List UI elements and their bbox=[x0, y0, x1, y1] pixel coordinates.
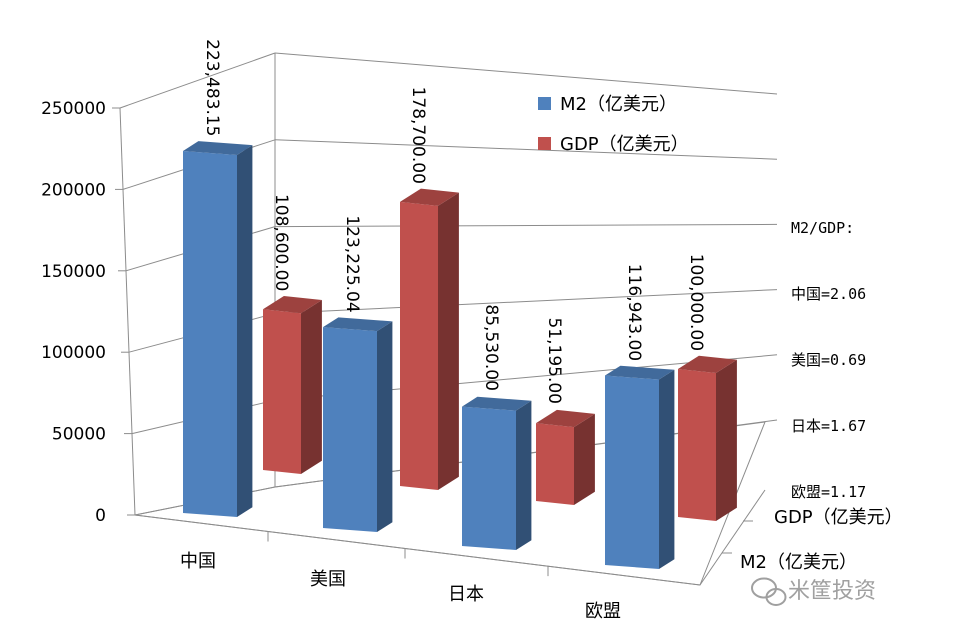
depth-axis-label: M2（亿美元） bbox=[740, 552, 857, 573]
bar-side bbox=[237, 145, 253, 518]
bar-top bbox=[183, 141, 253, 155]
legend-swatch bbox=[538, 97, 551, 110]
data-label: 51,195.00 bbox=[544, 317, 564, 404]
bar-front bbox=[462, 406, 516, 550]
gridline bbox=[274, 52, 778, 95]
wechat-icon bbox=[751, 577, 787, 606]
bar-front bbox=[605, 375, 659, 569]
bar-top bbox=[605, 365, 675, 380]
ratio-annotation-line: 日本=1.67 bbox=[791, 417, 867, 435]
gridline bbox=[274, 139, 778, 160]
ratio-annotation-title: M2/GDP: bbox=[791, 219, 855, 237]
bar-front bbox=[536, 423, 574, 505]
depth-axis-label: GDP（亿美元） bbox=[774, 507, 903, 528]
ratio-annotation-line: 中国=2.06 bbox=[791, 285, 867, 303]
bar bbox=[263, 295, 322, 474]
bar-side bbox=[659, 369, 675, 569]
y-tick-label: 150000 bbox=[41, 262, 106, 282]
y-tick-label: 0 bbox=[95, 506, 106, 526]
gridline bbox=[274, 223, 778, 228]
bar bbox=[462, 396, 532, 550]
gridline bbox=[119, 52, 276, 109]
y-tick-label: 250000 bbox=[41, 99, 106, 119]
bar-top bbox=[400, 188, 459, 206]
bar-front bbox=[183, 150, 237, 518]
watermark: 米筐投资 bbox=[751, 577, 876, 606]
wechat-bubble bbox=[751, 577, 777, 599]
bar-front bbox=[323, 327, 377, 532]
y-tick-label: 200000 bbox=[41, 180, 106, 200]
x-category-label: 日本 bbox=[448, 584, 484, 605]
data-label: 178,700.00 bbox=[408, 87, 428, 184]
legend-label: GDP（亿美元） bbox=[560, 134, 689, 155]
y-tick-label: 50000 bbox=[52, 425, 106, 445]
x-axis-line bbox=[134, 514, 701, 586]
bar-side bbox=[438, 192, 459, 490]
ratio-annotation-line: 美国=0.69 bbox=[791, 351, 867, 369]
y-tick-label: 100000 bbox=[41, 343, 106, 363]
bar bbox=[323, 317, 393, 532]
gridline bbox=[274, 289, 778, 314]
watermark-text: 米筐投资 bbox=[788, 579, 876, 604]
bar bbox=[536, 409, 595, 505]
bar-front bbox=[400, 201, 438, 490]
bar bbox=[400, 188, 459, 490]
bar-top bbox=[462, 396, 532, 411]
bar-top bbox=[536, 409, 595, 428]
depth-axis-line bbox=[699, 489, 766, 586]
bar-side bbox=[377, 321, 393, 532]
bar-top bbox=[678, 355, 737, 373]
data-label: 108,600.00 bbox=[271, 194, 291, 291]
bar-side bbox=[301, 299, 322, 474]
bar-front bbox=[263, 309, 301, 474]
ratio-annotation: M2/GDP: 中国=2.06 美国=0.69 日本=1.67 欧盟=1.17 bbox=[791, 173, 866, 525]
legend-swatch bbox=[538, 137, 551, 150]
bar bbox=[678, 355, 737, 521]
bar-side bbox=[574, 413, 595, 505]
data-label: 223,483.15 bbox=[202, 39, 222, 136]
x-category-label: 美国 bbox=[310, 569, 346, 590]
data-label: 116,943.00 bbox=[624, 264, 644, 361]
x-category-label: 欧盟 bbox=[585, 601, 621, 622]
legend-label: M2（亿美元） bbox=[560, 94, 677, 115]
bar-top bbox=[263, 295, 322, 314]
wechat-bubble bbox=[765, 588, 787, 606]
bar-front bbox=[678, 369, 716, 521]
bar bbox=[183, 141, 253, 518]
y-axis-line bbox=[119, 107, 136, 516]
ratio-annotation-line: 欧盟=1.17 bbox=[791, 483, 867, 501]
bar-side bbox=[516, 400, 532, 550]
bar-side bbox=[716, 359, 737, 521]
chart-labels: 108,600.00 178,700.00 51,195.00 100,000.00 2… bbox=[202, 39, 706, 404]
chart-legend: M2（亿美元） GDP（亿美元） bbox=[538, 94, 689, 155]
data-label: 123,225.04 bbox=[342, 215, 362, 312]
data-label: 100,000.00 bbox=[686, 254, 706, 351]
data-label: 85,530.00 bbox=[481, 304, 501, 391]
chart-bars bbox=[183, 141, 737, 569]
x-category-label: 中国 bbox=[180, 551, 216, 572]
bar bbox=[605, 365, 675, 569]
bar-top bbox=[323, 317, 393, 332]
